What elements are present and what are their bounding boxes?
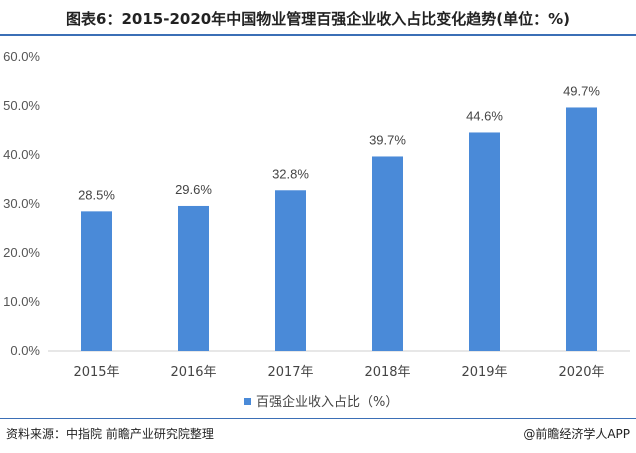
- x-tick-label: 2017年: [267, 365, 313, 380]
- bar: [178, 205, 209, 351]
- bar: [469, 132, 500, 351]
- bar: [275, 190, 306, 351]
- x-tick-label: 2016年: [170, 365, 216, 380]
- y-tick-label: 20.0%: [3, 245, 40, 260]
- x-tick-label: 2015年: [73, 365, 119, 380]
- y-tick-label: 0.0%: [10, 343, 40, 358]
- data-label: 32.8%: [272, 166, 309, 181]
- bar: [372, 156, 403, 351]
- y-tick-label: 50.0%: [3, 98, 40, 113]
- legend-swatch: [244, 398, 251, 405]
- bar: [81, 211, 112, 351]
- y-axis: 0.0% 10.0% 20.0% 30.0% 40.0% 50.0% 60.0%: [3, 49, 40, 358]
- data-label: 39.7%: [369, 132, 406, 147]
- x-tick-label: 2018年: [364, 365, 410, 380]
- data-label: 29.6%: [175, 182, 212, 197]
- x-axis: 2015年 2016年 2017年 2018年 2019年 2020年: [73, 365, 604, 380]
- title-divider: [0, 34, 636, 36]
- legend-label: 百强企业收入占比（%）: [256, 394, 398, 410]
- bar: [566, 107, 597, 351]
- chart-title: 图表6：2015-2020年中国物业管理百强企业收入占比变化趋势(单位：%): [66, 10, 570, 28]
- y-tick-label: 40.0%: [3, 147, 40, 162]
- source-note: 资料来源：中指院 前瞻产业研究院整理: [6, 427, 214, 441]
- data-label: 28.5%: [78, 187, 115, 202]
- bar-series: 28.5% 29.6% 32.8% 39.7% 44.6% 49.7%: [78, 83, 600, 351]
- y-tick-label: 30.0%: [3, 196, 40, 211]
- legend: 百强企业收入占比（%）: [244, 394, 398, 410]
- x-tick-label: 2019年: [461, 365, 507, 380]
- x-tick-label: 2020年: [558, 365, 604, 380]
- data-label: 44.6%: [466, 108, 503, 123]
- y-tick-label: 10.0%: [3, 294, 40, 309]
- data-label: 49.7%: [563, 83, 600, 98]
- brand-credit: @前瞻经济学人APP: [523, 427, 630, 441]
- y-tick-label: 60.0%: [3, 49, 40, 64]
- footer-divider: [0, 418, 636, 419]
